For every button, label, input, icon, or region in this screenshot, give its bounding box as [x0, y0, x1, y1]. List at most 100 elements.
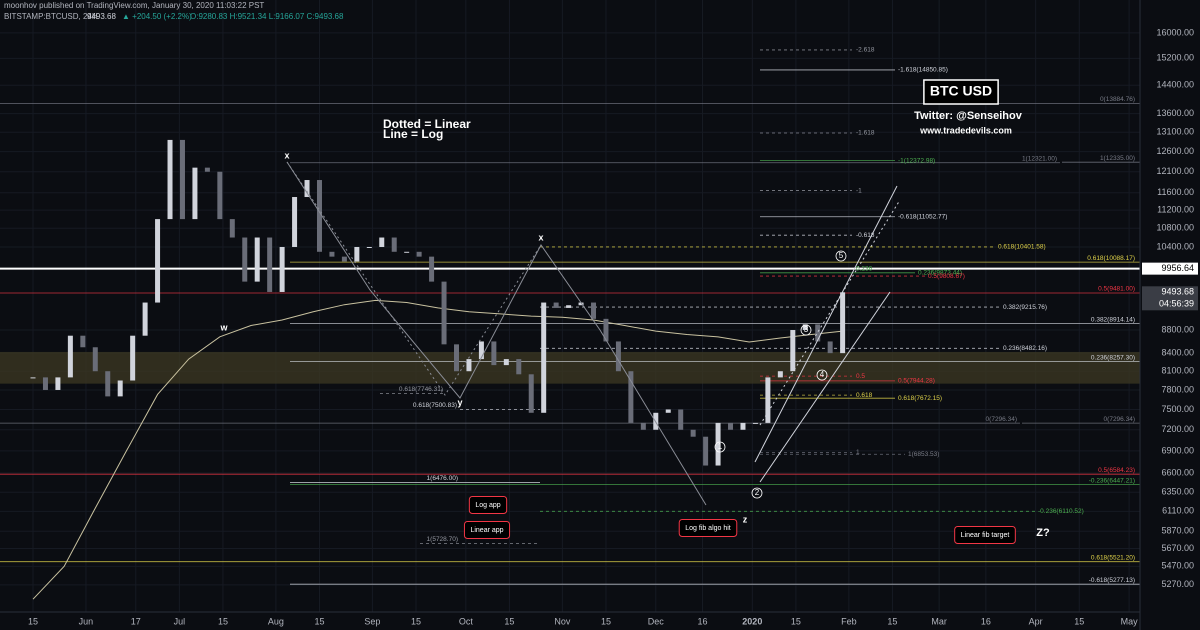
candle	[728, 422, 734, 430]
x-tick-label: Oct	[459, 616, 474, 626]
y-tick-label: 10800.00	[1156, 223, 1194, 233]
y-tick-label: 8100.00	[1161, 366, 1194, 376]
candle	[167, 139, 173, 220]
candle	[379, 237, 385, 247]
x-tick-label: 16	[697, 616, 707, 626]
candle	[690, 429, 696, 437]
candle	[329, 251, 335, 257]
candle	[553, 302, 559, 308]
fib-label: 1(12321.00)	[1022, 155, 1057, 162]
annotation: www.tradedevils.com	[919, 125, 1012, 135]
x-tick-label: 15	[28, 616, 38, 626]
y-tick-label: 5470.00	[1161, 561, 1194, 571]
candle	[591, 302, 597, 319]
candle	[752, 422, 758, 424]
drawings	[0, 0, 1141, 630]
fib-label: 0.618(10401.58)	[998, 244, 1046, 251]
annotation: Line = Log	[383, 127, 443, 141]
candle	[42, 377, 48, 390]
fib-label: -0.236(6110.52)	[1038, 508, 1084, 515]
y-tick-label: 12600.00	[1156, 146, 1194, 156]
annotation: 2	[755, 488, 760, 497]
fib-label: -1(12372.98)	[898, 157, 935, 164]
candle	[740, 422, 746, 430]
annotation: 1	[718, 442, 723, 451]
fib-label: 0.618(7500.83)	[413, 402, 457, 409]
fib-label: 0.618(10088.17)	[1087, 255, 1135, 262]
annotation: Linear app	[470, 527, 503, 534]
annotation: 4	[820, 370, 825, 379]
y-tick-label: 11600.00	[1157, 187, 1194, 197]
fib-label: 1	[856, 449, 860, 456]
fib-label: -1.618(14850.85)	[898, 67, 948, 74]
x-tick-label: 15	[791, 616, 801, 626]
fib-label: 0.236(8482.16)	[1003, 345, 1047, 352]
annotation: w	[219, 322, 228, 332]
marked-price-box	[1142, 262, 1198, 275]
candle	[155, 219, 161, 303]
annotation-box	[954, 526, 1016, 544]
candle	[566, 305, 572, 308]
wave-line	[286, 161, 542, 396]
y-tick-label: 5270.00	[1161, 579, 1194, 589]
candle	[179, 139, 185, 220]
candle	[628, 371, 634, 423]
candle	[466, 359, 472, 372]
y-tick-label: 11200.00	[1157, 205, 1194, 215]
candle	[528, 374, 534, 413]
fib-label: 0.618	[856, 392, 873, 399]
y-tick-label: 10400.00	[1156, 241, 1194, 251]
fib-label: 0.618(7672.15)	[898, 395, 942, 402]
wave-circle	[800, 324, 812, 336]
y-tick-label: 7800.00	[1161, 384, 1194, 394]
x-tick-label: 16	[981, 616, 991, 626]
candle	[453, 344, 459, 372]
candle	[815, 324, 821, 342]
candle	[204, 167, 210, 172]
channel-line	[759, 291, 891, 483]
candle	[541, 302, 547, 413]
channel-line	[754, 185, 898, 463]
fib-label: -0.618(5277.13)	[1089, 577, 1135, 584]
ohlc: O:9280.83 H:9521.34 L:9166.07 C:9493.68	[190, 12, 344, 21]
published-line: moonhov published on TradingView.com, Ja…	[4, 1, 264, 10]
candle	[640, 422, 646, 430]
moving-average	[32, 299, 843, 600]
fib-label: 0.5	[856, 373, 865, 380]
annotation: 3	[804, 325, 809, 334]
candle	[827, 341, 833, 354]
countdown: 04:56:39	[1159, 299, 1194, 309]
fib-label: 0.236(8257.30)	[1091, 354, 1135, 361]
fib-label: 0.5(9481.00)	[1098, 286, 1135, 293]
annotation: Linear fib target	[961, 532, 1010, 539]
candle	[603, 318, 609, 342]
annotation: BTC USD	[930, 83, 992, 99]
y-tick-label: 8800.00	[1161, 324, 1194, 334]
y-tick-label: 15200.00	[1156, 53, 1194, 63]
candle	[366, 246, 372, 248]
annotation: z	[743, 514, 748, 524]
last-price-label: 9493.68	[1161, 287, 1194, 297]
last-price-box	[1142, 286, 1198, 311]
x-tick-label: Nov	[554, 616, 571, 626]
candle	[404, 251, 410, 253]
fib-label: -0.618(11052.77)	[898, 213, 947, 220]
support-zone	[0, 351, 1140, 384]
fib-label: 0.236	[856, 266, 873, 273]
annotation: Log app	[475, 502, 500, 509]
annotation: y	[457, 397, 462, 407]
annotation-box	[923, 79, 999, 105]
candle	[478, 341, 484, 360]
wave-circle	[751, 487, 763, 499]
candle	[67, 335, 73, 378]
y-tick-label: 7500.00	[1161, 404, 1194, 414]
candle	[254, 237, 260, 282]
annotation: 5	[839, 251, 844, 260]
x-tick-label: Aug	[268, 616, 284, 626]
y-tick-label: 6900.00	[1161, 445, 1194, 455]
last-price: 9493.68	[87, 12, 116, 21]
labels: 16000.00 15200.00 14400.00 13600.00 13100.00…	[28, 27, 1198, 626]
fib-label: -0.618	[856, 232, 875, 239]
annotation: Dotted = Linear	[383, 117, 471, 131]
